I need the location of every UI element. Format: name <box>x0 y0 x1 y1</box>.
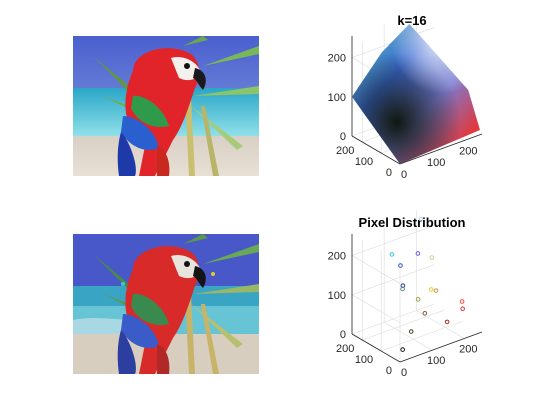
y-tick-label: 200 <box>336 145 354 157</box>
z-tick-label: 0 <box>340 131 346 143</box>
y-tick-label: 0 <box>386 167 392 179</box>
z-tick-label: 100 <box>328 290 346 302</box>
z-gridline <box>351 264 435 324</box>
z-tick-label: 200 <box>328 53 346 65</box>
cluster-point <box>398 263 403 268</box>
x-axis <box>399 133 483 165</box>
cluster-point <box>415 297 421 302</box>
x-tick-label: 200 <box>459 145 477 157</box>
cluster-point <box>415 251 421 256</box>
x-tick-label: 0 <box>401 169 407 181</box>
cluster-point <box>429 255 435 260</box>
z-tick-label: 0 <box>340 329 346 341</box>
cluster-point <box>389 252 395 257</box>
y-tick-label: 0 <box>386 365 392 377</box>
floor-gridline <box>381 320 464 352</box>
z-tick-label: 200 <box>328 251 346 263</box>
x-tick-label: 100 <box>427 157 445 169</box>
cluster-point <box>400 286 405 292</box>
original-parrot-image <box>73 36 259 176</box>
cluster-point <box>400 347 405 352</box>
cluster-point <box>422 310 428 316</box>
y-axis <box>351 135 401 165</box>
y-tick-label: 100 <box>355 156 373 168</box>
cluster-point <box>444 319 450 325</box>
chart-title: k=16 <box>397 13 426 28</box>
x-tick-label: 200 <box>459 343 477 355</box>
x-tick-label: 0 <box>401 367 407 379</box>
cluster-point <box>428 287 434 292</box>
y-axis <box>351 333 401 363</box>
z-tick-label: 100 <box>328 92 346 104</box>
cluster-point <box>433 288 439 293</box>
floor-gridline <box>362 309 445 341</box>
quantized-parrot-image <box>73 234 259 374</box>
y-tick-label: 100 <box>355 354 373 366</box>
floor-gridline <box>384 321 433 351</box>
cluster-point <box>418 216 424 222</box>
cluster-point <box>408 329 414 334</box>
cluster-point <box>460 306 465 312</box>
x-axis <box>399 331 483 363</box>
rgb-point-cloud-highlight <box>352 23 480 164</box>
chart-title: Pixel Distribution <box>359 215 466 230</box>
x-tick-label: 100 <box>427 355 445 367</box>
z-gridline <box>351 225 435 284</box>
y-tick-label: 200 <box>336 343 354 355</box>
cluster-point <box>459 299 465 304</box>
